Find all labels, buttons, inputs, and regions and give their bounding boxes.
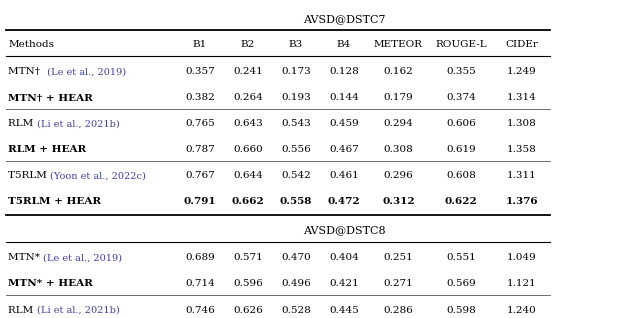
Text: 0.459: 0.459 — [329, 119, 359, 128]
Text: (Li et al., 2021b): (Li et al., 2021b) — [37, 306, 120, 315]
Text: 0.765: 0.765 — [185, 119, 215, 128]
Text: 0.644: 0.644 — [233, 171, 263, 180]
Text: 0.382: 0.382 — [185, 93, 215, 102]
Text: 0.767: 0.767 — [185, 171, 215, 180]
Text: 0.286: 0.286 — [383, 306, 413, 315]
Text: 0.622: 0.622 — [444, 197, 477, 206]
Text: 0.689: 0.689 — [185, 253, 215, 262]
Text: 0.421: 0.421 — [329, 280, 359, 288]
Text: 1.049: 1.049 — [507, 253, 536, 262]
Text: B4: B4 — [337, 40, 351, 49]
Text: 0.714: 0.714 — [185, 280, 215, 288]
Text: ROUGE-L: ROUGE-L — [435, 40, 486, 49]
Text: 0.357: 0.357 — [185, 67, 215, 76]
Text: 1.240: 1.240 — [507, 306, 536, 315]
Text: MTN*: MTN* — [8, 253, 44, 262]
Text: RLM: RLM — [8, 306, 37, 315]
Text: 0.542: 0.542 — [281, 171, 311, 180]
Text: 0.173: 0.173 — [281, 67, 311, 76]
Text: 0.128: 0.128 — [329, 67, 359, 76]
Text: 0.571: 0.571 — [233, 253, 263, 262]
Text: 0.791: 0.791 — [184, 197, 216, 206]
Text: 0.308: 0.308 — [383, 145, 413, 154]
Text: B1: B1 — [193, 40, 207, 49]
Text: AVSD@DSTC7: AVSD@DSTC7 — [303, 14, 385, 24]
Text: 0.660: 0.660 — [233, 145, 263, 154]
Text: 0.470: 0.470 — [281, 253, 311, 262]
Text: T5RLM: T5RLM — [8, 171, 51, 180]
Text: 1.311: 1.311 — [507, 171, 536, 180]
Text: 0.619: 0.619 — [446, 145, 476, 154]
Text: 0.556: 0.556 — [281, 145, 311, 154]
Text: T5RLM + HEAR: T5RLM + HEAR — [8, 197, 102, 206]
Text: 0.467: 0.467 — [329, 145, 359, 154]
Text: RLM + HEAR: RLM + HEAR — [8, 145, 86, 154]
Text: RLM: RLM — [8, 119, 37, 128]
Text: METEOR: METEOR — [374, 40, 423, 49]
Text: 0.787: 0.787 — [185, 145, 215, 154]
Text: 0.296: 0.296 — [383, 171, 413, 180]
Text: 0.162: 0.162 — [383, 67, 413, 76]
Text: Methods: Methods — [8, 40, 54, 49]
Text: 0.569: 0.569 — [446, 280, 476, 288]
Text: 0.608: 0.608 — [446, 171, 476, 180]
Text: 0.472: 0.472 — [328, 197, 360, 206]
Text: 1.314: 1.314 — [507, 93, 536, 102]
Text: 0.551: 0.551 — [446, 253, 476, 262]
Text: 1.249: 1.249 — [507, 67, 536, 76]
Text: 0.144: 0.144 — [329, 93, 359, 102]
Text: 0.746: 0.746 — [185, 306, 215, 315]
Text: AVSD@DSTC8: AVSD@DSTC8 — [303, 225, 385, 235]
Text: 0.355: 0.355 — [446, 67, 476, 76]
Text: MTN* + HEAR: MTN* + HEAR — [8, 280, 93, 288]
Text: 0.598: 0.598 — [446, 306, 476, 315]
Text: 0.543: 0.543 — [281, 119, 311, 128]
Text: 0.241: 0.241 — [233, 67, 263, 76]
Text: 0.271: 0.271 — [383, 280, 413, 288]
Text: 0.626: 0.626 — [233, 306, 263, 315]
Text: 0.606: 0.606 — [446, 119, 476, 128]
Text: 1.308: 1.308 — [507, 119, 536, 128]
Text: B2: B2 — [241, 40, 255, 49]
Text: 0.251: 0.251 — [383, 253, 413, 262]
Text: B3: B3 — [289, 40, 303, 49]
Text: 1.358: 1.358 — [507, 145, 536, 154]
Text: 0.312: 0.312 — [382, 197, 415, 206]
Text: 0.404: 0.404 — [329, 253, 359, 262]
Text: 0.179: 0.179 — [383, 93, 413, 102]
Text: 0.496: 0.496 — [281, 280, 311, 288]
Text: 0.445: 0.445 — [329, 306, 359, 315]
Text: 0.662: 0.662 — [232, 197, 264, 206]
Text: (Li et al., 2021b): (Li et al., 2021b) — [37, 119, 120, 128]
Text: 1.121: 1.121 — [507, 280, 536, 288]
Text: (Yoon et al., 2022c): (Yoon et al., 2022c) — [51, 171, 147, 180]
Text: 0.596: 0.596 — [233, 280, 263, 288]
Text: MTN†: MTN† — [8, 67, 44, 76]
Text: 0.374: 0.374 — [446, 93, 476, 102]
Text: 0.193: 0.193 — [281, 93, 311, 102]
Text: (Le et al., 2019): (Le et al., 2019) — [44, 67, 125, 76]
Text: (Le et al., 2019): (Le et al., 2019) — [44, 253, 122, 262]
Text: 0.528: 0.528 — [281, 306, 311, 315]
Text: 0.558: 0.558 — [280, 197, 312, 206]
Text: MTN† + HEAR: MTN† + HEAR — [8, 93, 93, 102]
Text: 0.643: 0.643 — [233, 119, 263, 128]
Text: 0.461: 0.461 — [329, 171, 359, 180]
Text: 0.294: 0.294 — [383, 119, 413, 128]
Text: 1.376: 1.376 — [506, 197, 538, 206]
Text: CIDEr: CIDEr — [505, 40, 538, 49]
Text: 0.264: 0.264 — [233, 93, 263, 102]
